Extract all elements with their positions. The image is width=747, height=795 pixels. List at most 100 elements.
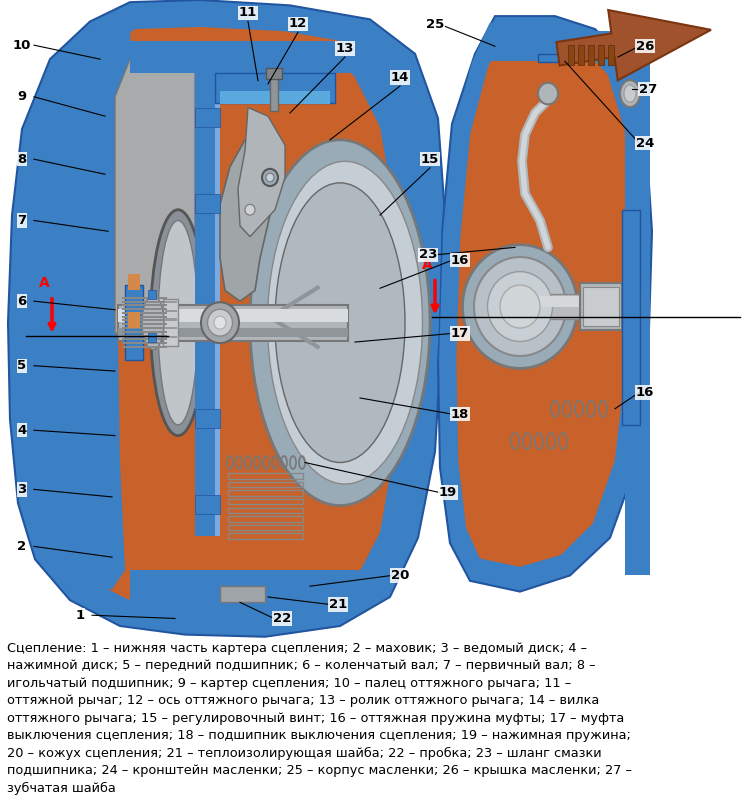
Bar	[195, 107, 220, 127]
Ellipse shape	[150, 210, 205, 436]
Circle shape	[245, 204, 255, 215]
Bar	[583, 287, 619, 326]
Bar	[220, 586, 265, 603]
Bar	[165, 301, 177, 304]
Bar	[128, 312, 140, 328]
Text: 27: 27	[639, 83, 657, 95]
Bar	[122, 316, 167, 318]
Circle shape	[538, 83, 558, 104]
Bar	[568, 45, 574, 64]
Ellipse shape	[620, 80, 640, 107]
Ellipse shape	[267, 161, 423, 484]
Bar	[165, 327, 177, 329]
Ellipse shape	[208, 309, 232, 336]
Text: 23: 23	[419, 248, 437, 262]
Bar	[122, 304, 167, 306]
Bar	[490, 31, 630, 61]
Bar	[195, 409, 220, 428]
Text: 22: 22	[273, 612, 291, 625]
Circle shape	[240, 199, 260, 220]
Bar	[122, 301, 167, 303]
Text: A: A	[421, 258, 433, 272]
Polygon shape	[448, 31, 639, 576]
Bar	[195, 73, 217, 536]
Ellipse shape	[214, 316, 226, 329]
Text: 12: 12	[289, 17, 307, 30]
Ellipse shape	[474, 257, 566, 356]
Text: 16: 16	[450, 254, 469, 267]
Polygon shape	[8, 0, 445, 637]
Bar	[118, 308, 348, 322]
Text: 24: 24	[636, 137, 654, 149]
Bar	[598, 45, 604, 64]
Polygon shape	[220, 140, 270, 301]
Bar	[122, 342, 167, 344]
Text: 3: 3	[17, 483, 27, 496]
Text: 21: 21	[329, 598, 347, 611]
Polygon shape	[438, 16, 652, 591]
Text: 20: 20	[391, 569, 409, 582]
Polygon shape	[26, 24, 132, 589]
Bar	[148, 333, 156, 342]
Bar	[228, 491, 303, 496]
Bar	[122, 320, 167, 321]
Bar	[228, 508, 303, 513]
Text: 26: 26	[636, 40, 654, 52]
Text: 11: 11	[239, 6, 257, 19]
Bar	[122, 335, 167, 336]
Bar	[220, 91, 330, 104]
Bar	[130, 570, 360, 611]
Bar	[122, 308, 167, 310]
Text: 14: 14	[391, 71, 409, 84]
FancyArrow shape	[557, 10, 711, 80]
Text: 7: 7	[17, 214, 27, 227]
Bar	[215, 73, 335, 103]
Text: 18: 18	[450, 408, 469, 421]
Text: 2: 2	[17, 540, 27, 553]
Bar	[608, 45, 614, 64]
Bar	[122, 339, 167, 340]
Polygon shape	[115, 48, 195, 333]
Ellipse shape	[500, 285, 540, 328]
Bar	[122, 346, 167, 347]
Text: 25: 25	[426, 18, 444, 31]
Text: 8: 8	[17, 153, 27, 165]
Bar	[165, 318, 177, 320]
Bar	[195, 494, 220, 514]
Bar	[148, 290, 156, 299]
Bar	[163, 299, 178, 347]
Text: 1: 1	[75, 609, 84, 622]
Bar	[122, 331, 167, 332]
Text: 4: 4	[17, 424, 27, 436]
Text: A: A	[39, 277, 49, 290]
Text: 9: 9	[17, 91, 27, 103]
Bar	[266, 68, 282, 79]
Bar	[580, 283, 622, 330]
Bar	[122, 312, 167, 314]
Bar	[165, 335, 177, 338]
Text: 15: 15	[421, 153, 439, 165]
Text: 16: 16	[636, 386, 654, 399]
Bar	[228, 533, 303, 539]
Bar	[538, 54, 563, 62]
Bar	[228, 525, 303, 530]
Bar	[130, 41, 390, 73]
Bar	[118, 328, 348, 336]
Bar	[228, 499, 303, 505]
Ellipse shape	[142, 296, 164, 350]
Circle shape	[266, 173, 274, 182]
Bar	[622, 210, 640, 425]
Text: 13: 13	[336, 42, 354, 55]
Bar	[625, 37, 650, 576]
Ellipse shape	[275, 183, 405, 463]
Bar	[270, 73, 278, 111]
Polygon shape	[238, 107, 285, 237]
Text: 17: 17	[451, 327, 469, 340]
Text: Сцепление: 1 – нижняя часть картера сцепления; 2 – маховик; 3 – ведомый диск; 4 : Сцепление: 1 – нижняя часть картера сцеп…	[7, 642, 633, 795]
Circle shape	[262, 169, 278, 186]
Ellipse shape	[250, 140, 430, 506]
Text: 19: 19	[439, 486, 457, 499]
Text: 6: 6	[17, 295, 27, 308]
Bar	[122, 324, 167, 325]
Bar	[578, 45, 584, 64]
